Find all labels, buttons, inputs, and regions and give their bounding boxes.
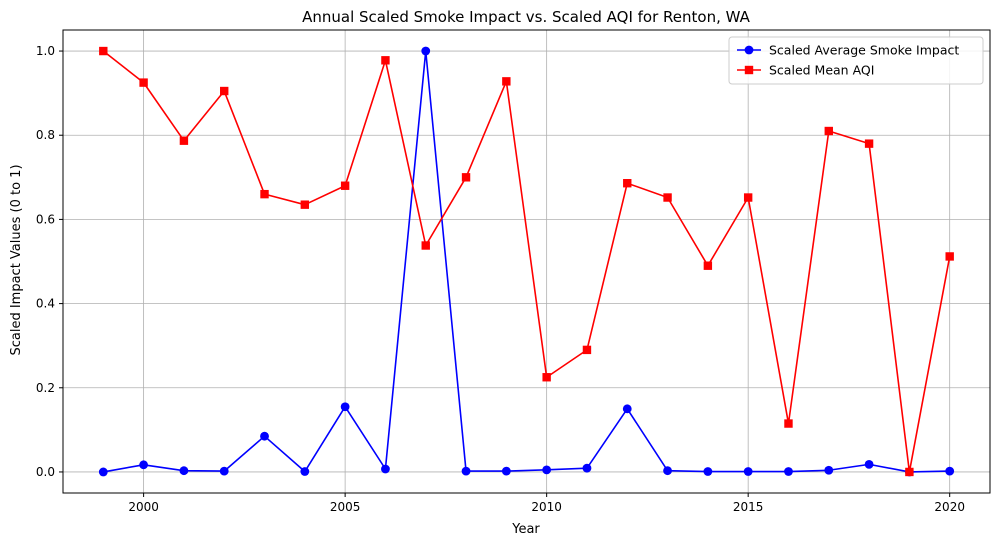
data-point [421, 241, 430, 250]
legend-label: Scaled Average Smoke Impact [769, 43, 959, 58]
x-tick-label: 2005 [330, 500, 361, 514]
data-point [703, 261, 713, 270]
data-point [340, 181, 350, 190]
legend-item: Scaled Mean AQI [737, 63, 874, 78]
data-point [945, 466, 955, 476]
grid [63, 30, 990, 493]
data-point [381, 56, 390, 65]
data-point [179, 466, 189, 476]
series-line [102, 50, 951, 473]
x-tick-label: 2020 [934, 500, 965, 514]
x-axis-label: Year [511, 522, 540, 537]
data-point [260, 431, 269, 441]
data-point [743, 193, 753, 202]
plot-area-frame [62, 29, 991, 494]
data-point [905, 467, 914, 477]
data-point [461, 466, 471, 476]
data-point [300, 200, 310, 209]
data-point [582, 345, 592, 355]
data-point [260, 189, 269, 199]
series-line [103, 50, 950, 473]
data-point [461, 173, 471, 182]
data-point [582, 463, 592, 473]
legend-item: Scaled Average Smoke Impact [737, 43, 959, 58]
axis-ticks: 2000 2005 2010 2015 2020 0.0 0.2 0.4 0.6 0.8 1.0 [36, 44, 965, 514]
data-point [784, 419, 793, 428]
y-tick-label: 0.2 [36, 381, 55, 395]
legend-label: Scaled Mean AQI [769, 63, 874, 78]
legend-marker [744, 45, 754, 55]
y-tick-label: 0.8 [36, 128, 55, 142]
data-point [179, 136, 189, 145]
x-tick-label: 2010 [531, 500, 562, 514]
data-point [542, 465, 552, 475]
data-point [945, 252, 954, 261]
series-1 [98, 46, 955, 477]
data-point [381, 464, 390, 474]
series-layer [98, 46, 955, 477]
y-tick-label: 1.0 [36, 44, 55, 58]
data-point [824, 465, 834, 475]
legend-marker [744, 65, 754, 75]
data-point [663, 466, 672, 476]
x-tick-label: 2000 [128, 500, 159, 514]
series-2 [99, 46, 954, 477]
data-point [98, 467, 108, 477]
data-point [824, 126, 833, 136]
y-tick-label: 0.6 [36, 212, 55, 226]
y-tick-label: 0.0 [36, 465, 55, 479]
legend: Scaled Average Smoke Impact Scaled Mean A… [728, 36, 984, 85]
data-point [421, 46, 431, 56]
data-point [502, 77, 511, 86]
data-point [99, 46, 108, 56]
data-point [864, 459, 874, 469]
data-point [139, 460, 149, 470]
y-axis-label: Scaled Impact Values (0 to 1) [9, 164, 24, 355]
data-point [300, 467, 310, 476]
data-point [139, 78, 148, 87]
data-point [623, 179, 632, 188]
data-point [663, 193, 672, 202]
y-tick-label: 0.4 [36, 297, 55, 311]
data-point [340, 402, 350, 412]
data-point [743, 467, 753, 476]
data-point [220, 86, 229, 96]
x-tick-label: 2015 [733, 500, 764, 514]
data-point [219, 466, 229, 476]
chart-title: Annual Scaled Smoke Impact vs. Scaled AQ… [302, 8, 751, 26]
legend-box [728, 36, 984, 85]
data-point [864, 139, 874, 148]
data-point [542, 373, 551, 382]
data-point [501, 466, 511, 476]
data-point [622, 404, 632, 414]
data-point [703, 467, 713, 476]
data-point [784, 467, 793, 476]
